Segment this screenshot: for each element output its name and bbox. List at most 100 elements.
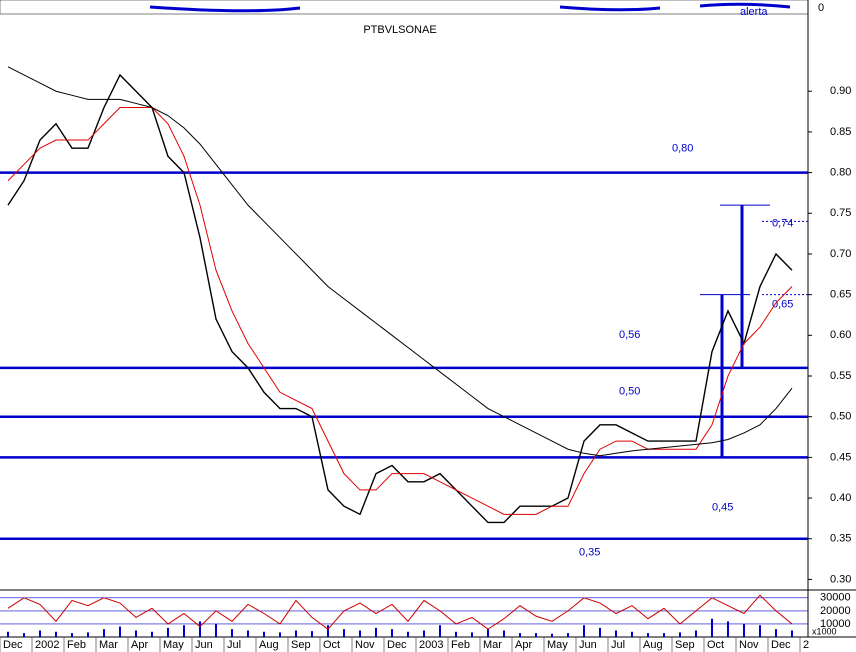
volume-bar [55,631,57,637]
y-tick-label: 0.50 [830,411,851,423]
y-tick-label: 0.60 [830,329,851,341]
volume-bar [743,623,745,637]
x-tick-label: Dec [387,639,407,651]
x-tick-label: Nov [355,639,375,651]
volume-bar [7,631,9,637]
macd-histogram [149,2,791,13]
volume-bar [599,627,601,637]
volume-bar [583,625,585,637]
volume-bar [775,629,777,637]
volume-bar [727,621,729,637]
volume-bar [151,631,153,637]
y2-tick-label: 30000 [820,592,851,604]
volume-bar [263,631,265,637]
x-tick-label: Apr [515,639,532,651]
x-tick-label: Jul [611,639,625,651]
chart-title: PTBVLSONAE [363,24,436,36]
annotation-label: 0,74 [772,217,793,229]
volume-bar [407,631,409,637]
y2-unit-label: x1000 [812,626,837,636]
volume-bar [39,630,41,637]
volume-bar [279,632,281,637]
volume-bar [647,633,649,637]
x-tick-label: Nov [739,639,759,651]
x-tick-label: Dec [3,639,23,651]
series-line [7,66,793,457]
volume-bar [183,625,185,637]
level-label: 0,56 [619,329,640,341]
volume-bar [535,633,537,637]
volume-bar [359,630,361,637]
volume-bar [519,633,521,637]
volume-bar [615,630,617,637]
x-tick-label: Sep [675,639,695,651]
x-tick-label: 2 [803,639,809,651]
x-tick-label: 2002 [35,639,59,651]
volume-bar [551,633,553,637]
x-tick-label: Apr [131,639,148,651]
volume-bar [247,630,249,637]
x-tick-label: May [163,639,184,651]
macd-strip [0,0,809,15]
x-tick-label: Feb [451,639,470,651]
y-tick-label: 0.85 [830,126,851,138]
y-tick-label: 0.45 [830,451,851,463]
x-tick-label: Jun [195,639,213,651]
x-tick-label: Sep [291,639,311,651]
volume-bar [375,627,377,637]
x-tick-label: May [547,639,568,651]
x-tick-label: Aug [259,639,279,651]
volume-bar [663,633,665,637]
level-label: 0,80 [672,143,693,155]
volume-bar [23,633,25,637]
volume-bar [311,631,313,637]
y2-tick-label: 20000 [820,605,851,617]
volume-bar [487,629,489,637]
x-tick-label: Mar [99,639,118,651]
x-tick-label: Oct [707,639,724,651]
volume-bar [391,629,393,637]
volume-bar [455,631,457,637]
y-tick-label: 0.90 [830,85,851,97]
volume-bar [759,625,761,637]
volume-bar [295,630,297,637]
x-tick-label: Aug [643,639,663,651]
x-tick-label: Dec [771,639,791,651]
alert-label: alerta [740,6,768,18]
volume-bar [135,630,137,637]
series-line [7,107,793,515]
x-tick-label: 2003 [419,639,443,651]
volume-bar [631,631,633,637]
volume-bar [695,630,697,637]
volume-bar [791,630,793,637]
y-tick-label: 0.35 [830,533,851,545]
y-tick-label: 0.70 [830,248,851,260]
volume-bar [343,629,345,637]
y2-tick-label: 10000 [820,618,851,630]
x-tick-label: Mar [483,639,502,651]
y-tick-label: 0.40 [830,492,851,504]
volume-bar [423,630,425,637]
x-tick-label: Jul [227,639,241,651]
volume-bar [439,625,441,637]
y-tick-label: 0.75 [830,207,851,219]
x-tick-label: Jun [579,639,597,651]
x-tick-label: Feb [67,639,86,651]
volume-bar [567,633,569,637]
volume-bar [231,629,233,637]
volume-bar [215,623,217,637]
x-tick-label: Oct [323,639,340,651]
volume-bar [167,627,169,637]
volume-bar [711,618,713,637]
volume-bar [471,632,473,637]
volume-bar [103,629,105,637]
y-tick-label: 0.55 [830,370,851,382]
level-label: 0,35 [579,547,600,559]
volume-bar [327,625,329,637]
y-tick-label: 0.80 [830,167,851,179]
level-label: 0,45 [712,501,733,513]
volume-bar [119,626,121,637]
y-tick-label: 0.30 [830,573,851,585]
